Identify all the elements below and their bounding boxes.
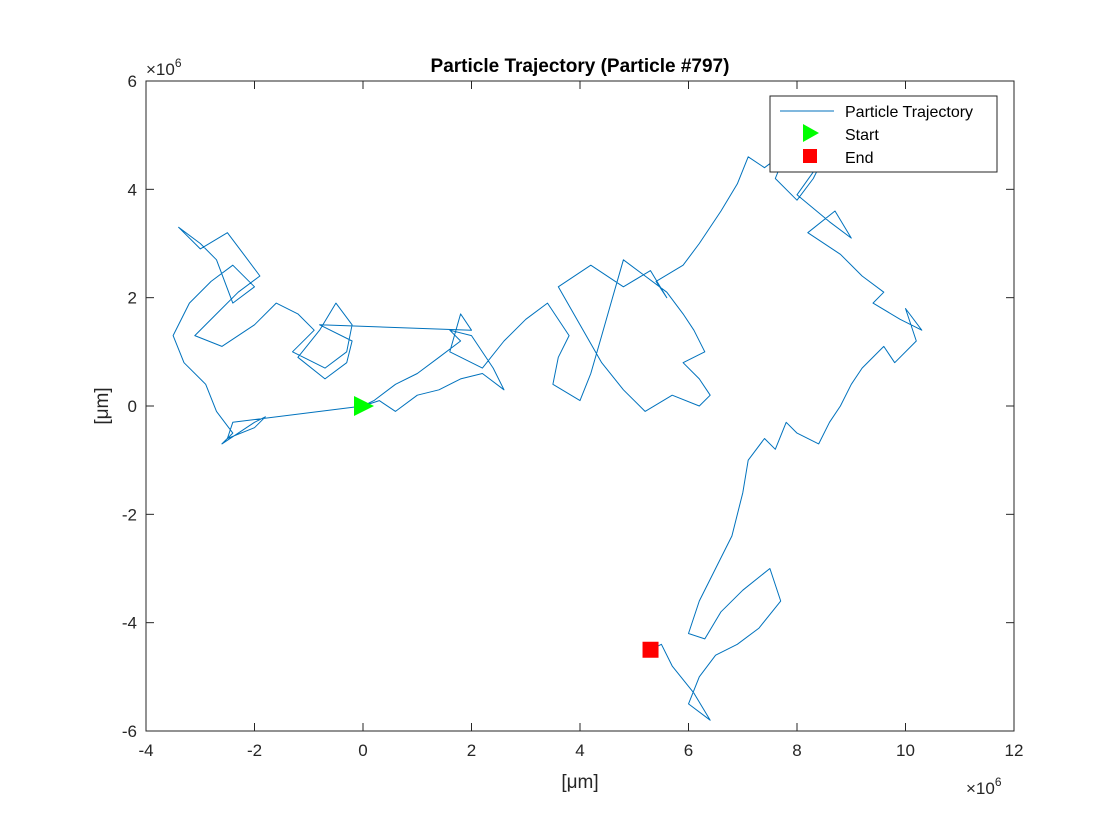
x-tick-label: 2 xyxy=(467,741,476,760)
y-exponent-base: ×10 xyxy=(146,60,175,79)
y-tick-label: 2 xyxy=(128,289,137,308)
legend-entry-trajectory: Particle Trajectory xyxy=(845,104,973,121)
x-exponent-power: 6 xyxy=(995,775,1002,789)
y-tick-label: 0 xyxy=(128,397,137,416)
legend-entry-end: End xyxy=(845,150,873,167)
marker-layer xyxy=(354,396,659,658)
chart-title: Particle Trajectory (Particle #797) xyxy=(431,56,730,77)
y-exponent-power: 6 xyxy=(175,56,182,70)
y-tick-label: -4 xyxy=(122,614,137,633)
x-tick-label: 8 xyxy=(792,741,801,760)
y-tick-label: 6 xyxy=(128,72,137,91)
y-tick-label: -2 xyxy=(122,505,137,524)
legend-start-marker xyxy=(803,124,819,142)
trajectory-line xyxy=(172,150,923,721)
y-tick-label: 4 xyxy=(128,180,137,199)
x-exponent-label: ×106 xyxy=(966,775,1002,798)
legend-end-marker xyxy=(803,149,817,163)
tick-marks xyxy=(145,80,1015,732)
end-marker xyxy=(642,641,659,658)
x-tick-label: 12 xyxy=(1005,741,1024,760)
legend-entry-start: Start xyxy=(845,127,879,144)
axes-box xyxy=(145,80,1015,732)
x-tick-label: -4 xyxy=(138,741,153,760)
x-tick-label: -2 xyxy=(247,741,262,760)
x-tick-label: 0 xyxy=(358,741,367,760)
trajectory-layer xyxy=(172,150,923,721)
x-axis-label: [μm] xyxy=(561,772,598,793)
svg-text:×106: ×106 xyxy=(966,775,1002,798)
svg-text:×106: ×106 xyxy=(146,56,182,79)
x-tick-label: 4 xyxy=(575,741,584,760)
legend: Particle Trajectory Start End xyxy=(769,95,998,173)
y-exponent-label: ×106 xyxy=(146,56,182,79)
x-exponent-base: ×10 xyxy=(966,779,995,798)
start-marker xyxy=(354,396,374,416)
y-axis-label: [μm] xyxy=(92,387,113,424)
x-tick-label: 6 xyxy=(684,741,693,760)
x-tick-label: 10 xyxy=(896,741,915,760)
y-tick-label: -6 xyxy=(122,722,137,741)
